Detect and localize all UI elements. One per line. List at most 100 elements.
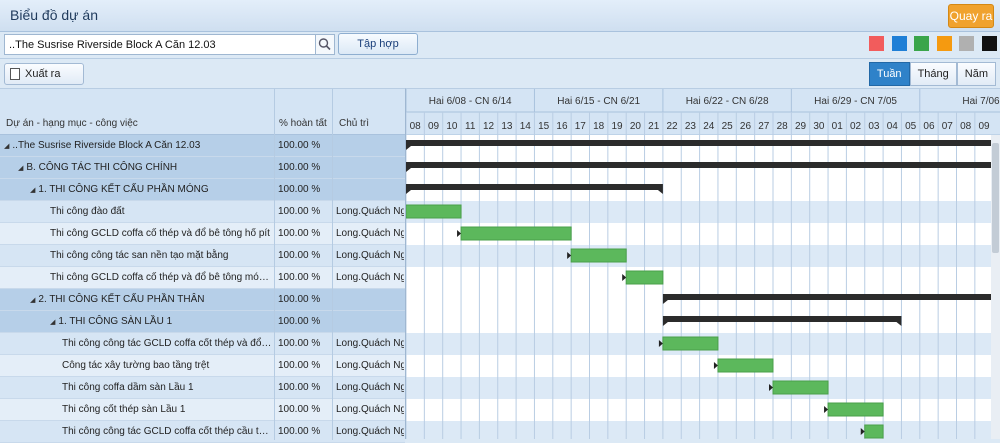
color-swatch[interactable]: [981, 36, 997, 51]
day-label: 19: [611, 121, 623, 132]
task-percent: 100.00 %: [278, 426, 321, 437]
summary-bar[interactable]: [406, 162, 1000, 168]
day-label: 13: [501, 121, 513, 132]
table-row[interactable]: ◢ 2. THI CÔNG KẾT CẤU PHẦN THÂN 100.00 %: [0, 289, 405, 311]
timeline-row-bg: [406, 421, 1000, 439]
day-label: 16: [556, 121, 568, 132]
collapse-toggle-icon[interactable]: ◢: [4, 143, 10, 150]
task-bar[interactable]: [864, 424, 884, 439]
view-button[interactable]: Năm: [956, 62, 996, 86]
table-row[interactable]: Thi công công tác GCLD coffa cốt thép cầ…: [0, 421, 405, 443]
dependency-arrow: [622, 274, 627, 281]
view-button[interactable]: Tuần: [868, 62, 910, 86]
task-bar[interactable]: [662, 336, 719, 351]
task-bar[interactable]: [827, 402, 884, 417]
table-row[interactable]: ◢ 1. THI CÔNG SÀN LẦU 1 100.00 %: [0, 311, 405, 333]
collapse-toggle-icon[interactable]: ◢: [30, 297, 36, 304]
task-owner: Long.Quách Ngọ: [336, 404, 404, 415]
table-row[interactable]: Thi công coffa dầm sàn Lầu 1 100.00 % Long…: [0, 377, 405, 399]
day-label: 08: [410, 121, 422, 132]
table-row[interactable]: Thi công đào đất 100.00 % Long.Quách Ngọ: [0, 201, 405, 223]
day-label: 07: [942, 121, 954, 132]
vertical-scrollbar[interactable]: [991, 135, 1000, 439]
task-bar[interactable]: [625, 270, 664, 285]
column-divider[interactable]: [274, 89, 275, 440]
day-label: 03: [868, 121, 880, 132]
color-swatch[interactable]: [891, 36, 907, 51]
column-divider[interactable]: [332, 89, 333, 440]
table-row[interactable]: Thi công công tác GCLD coffa cốt thép và…: [0, 333, 405, 355]
collapse-toggle-icon[interactable]: ◢: [18, 165, 24, 172]
day-label: 18: [593, 121, 605, 132]
table-row[interactable]: Thi công công tác san nền tạo mặt bằng 10…: [0, 245, 405, 267]
day-label: 24: [703, 121, 715, 132]
task-name: ..The Susrise Riverside Block A Căn 12.0…: [12, 140, 201, 151]
task-bar[interactable]: [460, 226, 572, 241]
timeline-row-bg: [406, 377, 1000, 399]
task-percent: 100.00 %: [278, 206, 321, 217]
table-row[interactable]: Thi công cốt thép sàn Lầu 1 100.00 % Long.…: [0, 399, 405, 421]
collapse-toggle-icon[interactable]: ◢: [50, 319, 56, 326]
day-label: 06: [923, 121, 935, 132]
table-row[interactable]: Thi công GCLD coffa cố thép và đổ bê tôn…: [0, 223, 405, 245]
dependency-arrow: [713, 362, 718, 369]
task-name: Thi công công tác san nền tạo mặt bằng: [50, 250, 229, 261]
task-percent: 100.00 %: [278, 316, 321, 327]
search-icon: [318, 38, 331, 51]
day-label: 10: [446, 121, 458, 132]
aggregate-button[interactable]: Tập hợp: [338, 33, 418, 55]
day-label: 09: [978, 121, 990, 132]
day-label: 20: [630, 121, 642, 132]
scrollbar-thumb[interactable]: [992, 143, 999, 253]
table-row[interactable]: ◢ 1. THI CÔNG KẾT CẤU PHẦN MÓNG 100.00 %: [0, 179, 405, 201]
day-label: 08: [960, 121, 972, 132]
color-swatch[interactable]: [959, 36, 974, 51]
summary-bar[interactable]: [406, 184, 663, 190]
view-button[interactable]: Tháng: [909, 62, 957, 86]
table-row[interactable]: Công tác xây tường bao tầng trệt 100.00 %…: [0, 355, 405, 377]
summary-bar[interactable]: [662, 316, 902, 322]
task-bar[interactable]: [570, 248, 627, 263]
day-label: 12: [483, 121, 495, 132]
table-row[interactable]: ◢ ..The Susrise Riverside Block A Căn 12.…: [0, 135, 405, 157]
back-button[interactable]: Quay ra: [948, 4, 994, 28]
task-percent: 100.00 %: [278, 338, 321, 349]
summary-bar[interactable]: [662, 294, 1000, 300]
day-label: 23: [685, 121, 697, 132]
task-name: Thi công GCLD coffa cố thép và đổ bê tôn…: [50, 272, 272, 283]
color-swatch[interactable]: [936, 36, 952, 51]
task-percent: 100.00 %: [278, 140, 321, 151]
task-bar[interactable]: [406, 204, 462, 219]
table-row[interactable]: Thi công GCLD coffa cố thép và đổ bê tôn…: [0, 267, 405, 289]
percent-column-header[interactable]: % hoàn tất: [279, 118, 327, 129]
search-button[interactable]: [316, 34, 335, 55]
timeline-row-bg: [406, 355, 1000, 377]
task-owner: Long.Quách Ngọ: [336, 272, 404, 283]
owner-column-header[interactable]: Chủ trì: [339, 118, 370, 129]
task-percent: 100.00 %: [278, 162, 321, 173]
day-label: 02: [850, 121, 862, 132]
color-swatch[interactable]: [914, 36, 929, 51]
task-name: Thi công GCLD coffa cố thép và đổ bê tôn…: [50, 228, 270, 239]
task-percent: 100.00 %: [278, 404, 321, 415]
timeline-row-bg: [406, 245, 1000, 267]
task-percent: 100.00 %: [278, 294, 321, 305]
day-label: 01: [832, 121, 844, 132]
export-pdf-button[interactable]: Xuất ra PDF: [4, 63, 84, 100]
task-grid-header: Dự án - hạng mục - công việc % hoàn tất …: [0, 89, 405, 135]
collapse-toggle-icon[interactable]: ◢: [30, 187, 36, 194]
summary-start-marker: [662, 300, 668, 304]
week-label: Hai 6/22 - CN 6/28: [686, 96, 769, 107]
task-percent: 100.00 %: [278, 228, 321, 239]
task-name: Thi công cốt thép sàn Lầu 1: [62, 404, 186, 415]
color-swatch[interactable]: [869, 36, 884, 51]
project-search-input[interactable]: [4, 34, 316, 55]
dependency-arrow: [860, 428, 865, 435]
summary-bar[interactable]: [406, 140, 1000, 146]
dependency-arrow: [457, 230, 462, 237]
table-row[interactable]: ◢ B. CÔNG TÁC THI CÔNG CHÍNH 100.00 %: [0, 157, 405, 179]
task-bar[interactable]: [772, 380, 829, 395]
task-bar[interactable]: [717, 358, 774, 373]
day-label: 28: [777, 121, 789, 132]
task-column-header[interactable]: Dự án - hạng mục - công việc: [6, 118, 138, 129]
